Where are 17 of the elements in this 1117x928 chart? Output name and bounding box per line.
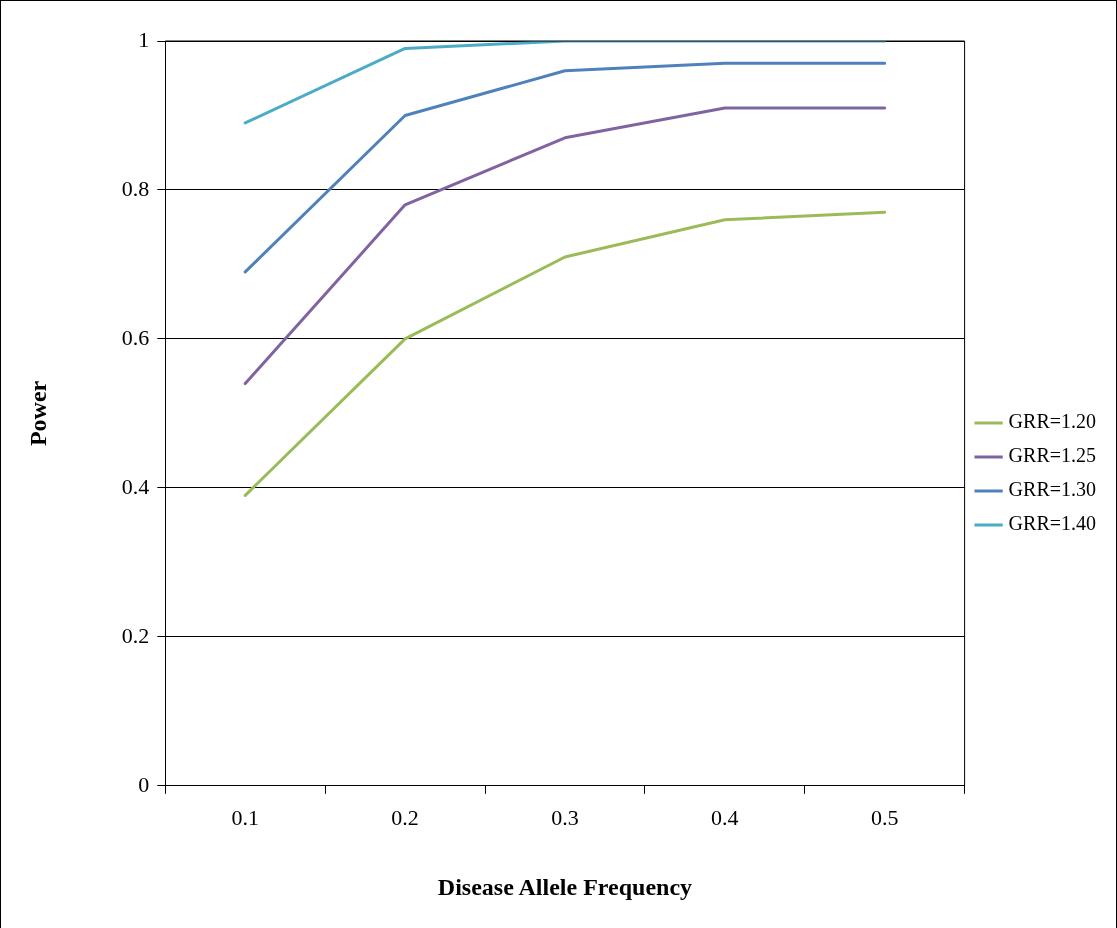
x-tick-label: 0.2 (391, 804, 419, 830)
x-tick-label: 0.4 (711, 804, 739, 830)
y-tick-label: 0.4 (121, 473, 150, 499)
legend-label: GRR=1.40 (1008, 512, 1096, 535)
y-tick-label: 0.8 (121, 175, 150, 201)
legend-label: GRR=1.25 (1008, 444, 1096, 467)
x-axis-title: Disease Allele Frequency (437, 873, 693, 900)
x-tick-label: 0.5 (870, 804, 899, 830)
legend-label: GRR=1.30 (1008, 478, 1096, 501)
x-tick-label: 0.1 (231, 804, 259, 830)
y-tick-label: 0 (138, 771, 150, 797)
y-axis-title: Power (24, 380, 51, 447)
x-tick-label: 0.3 (551, 804, 579, 830)
y-tick-label: 1 (138, 26, 150, 52)
legend-label: GRR=1.20 (1008, 410, 1096, 433)
y-tick-label: 0.6 (121, 324, 150, 350)
y-tick-label: 0.2 (121, 622, 150, 648)
